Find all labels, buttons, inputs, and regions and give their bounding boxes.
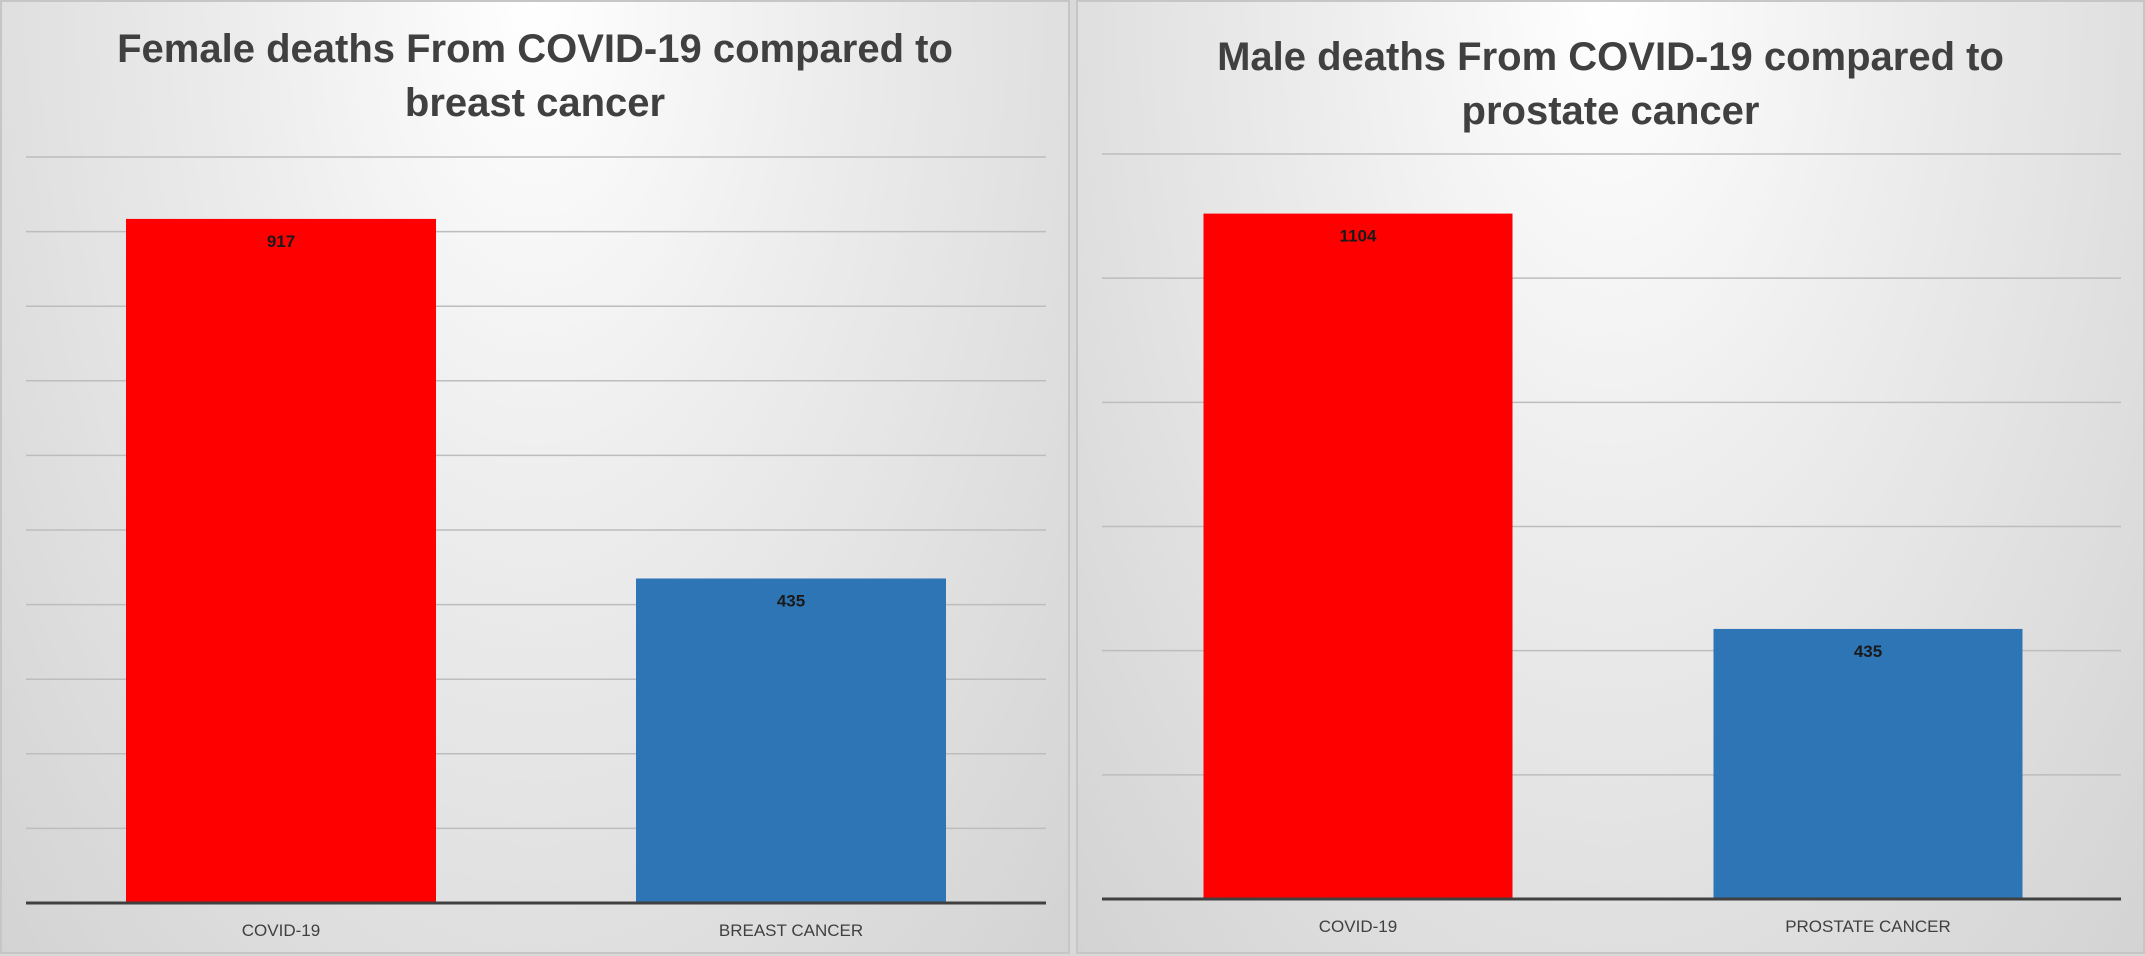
category-label: COVID-19 bbox=[1319, 917, 1397, 936]
bar bbox=[636, 578, 946, 903]
bar bbox=[1203, 213, 1513, 900]
data-label: 917 bbox=[267, 232, 295, 251]
data-label: 435 bbox=[1854, 642, 1882, 661]
male-chart-panel: Male deaths From COVID-19 compared to pr… bbox=[1076, 0, 2145, 954]
chart-title: Male deaths From COVID-19 compared to pr… bbox=[1217, 35, 2004, 133]
female-chart-panel: Female deaths From COVID-19 compared to … bbox=[0, 0, 1070, 954]
chart-title: Female deaths From COVID-19 compared to … bbox=[117, 27, 953, 125]
data-label: 1104 bbox=[1340, 227, 1377, 246]
data-label: 435 bbox=[777, 591, 805, 610]
bar bbox=[126, 218, 436, 904]
bar bbox=[1713, 628, 2023, 899]
category-label: BREAST CANCER bbox=[719, 921, 863, 940]
female-chart-plot: 917 COVID-19 435 BREAST CANCER bbox=[26, 156, 1046, 940]
male-chart-plot: 1104 COVID-19 435 PROSTATE CANCER bbox=[1102, 153, 2121, 936]
category-label: COVID-19 bbox=[242, 921, 320, 940]
category-label: PROSTATE CANCER bbox=[1785, 917, 1951, 936]
